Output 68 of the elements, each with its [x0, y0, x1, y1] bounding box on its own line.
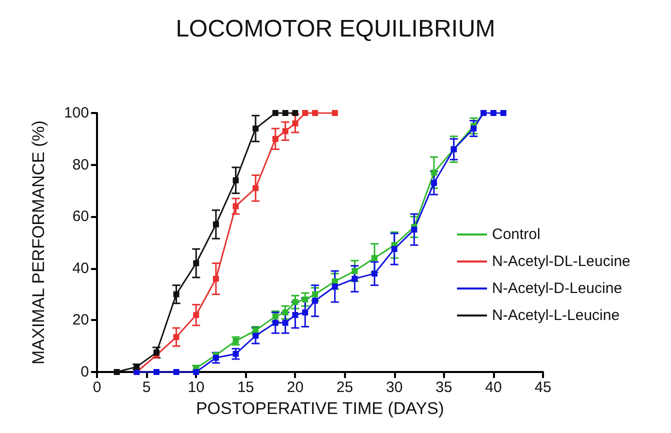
point	[430, 170, 437, 176]
x-tick-label: 15	[237, 379, 254, 396]
point	[114, 369, 120, 375]
point	[312, 298, 318, 304]
point	[302, 110, 308, 116]
point	[500, 110, 506, 116]
point	[332, 284, 338, 290]
point	[470, 126, 477, 132]
legend-label: N-Acetyl-DL-Leucine	[492, 253, 630, 270]
point	[292, 120, 298, 126]
y-tick-label: 0	[80, 364, 89, 380]
x-tick-label: 0	[92, 379, 102, 396]
chart-title: LOCOMOTOR EQUILIBRIUM	[176, 16, 496, 42]
point	[490, 110, 496, 116]
point	[302, 309, 308, 316]
point	[292, 299, 298, 306]
x-tick-label: 45	[534, 379, 552, 396]
legend-label: Control	[492, 226, 540, 243]
point	[232, 177, 239, 184]
point	[352, 276, 358, 282]
point	[153, 369, 160, 375]
x-tick-label: 25	[336, 379, 354, 396]
y-tick-label: 80	[72, 156, 89, 174]
y-tick-label: 100	[64, 104, 89, 122]
point	[193, 260, 200, 266]
x-tick-label: 30	[386, 379, 403, 396]
point	[212, 221, 219, 228]
y-tick-label: 60	[72, 208, 89, 226]
x-tick-label: 35	[436, 379, 452, 396]
point	[212, 276, 219, 282]
y-axis-title: MAXIMAL PERFORMANCE (%)	[29, 120, 48, 365]
point	[302, 296, 308, 302]
x-axis-title: POSTOPERATIVE TIME (DAYS)	[196, 398, 444, 418]
point	[282, 110, 288, 116]
point	[252, 185, 259, 192]
point	[312, 110, 318, 116]
point	[292, 110, 298, 116]
point	[312, 291, 318, 298]
x-tick-label: 40	[485, 379, 502, 396]
point	[282, 128, 288, 134]
point	[173, 369, 180, 375]
point	[193, 369, 200, 375]
point	[292, 312, 298, 318]
x-tick-label: 20	[286, 379, 304, 396]
point	[272, 136, 278, 142]
x-tick-label: 10	[188, 379, 204, 396]
point	[153, 350, 160, 356]
x-tick-label: 5	[142, 379, 151, 396]
point	[252, 126, 259, 132]
point	[232, 350, 239, 357]
point	[391, 246, 398, 252]
point	[173, 291, 180, 298]
point	[332, 110, 338, 116]
point	[372, 270, 378, 277]
point	[173, 334, 180, 340]
point	[212, 354, 219, 361]
legend-label: N-Acetyl-D-Leucine	[492, 280, 622, 297]
point	[411, 226, 418, 233]
point	[252, 332, 259, 339]
y-tick-label: 40	[72, 260, 89, 277]
point	[272, 110, 278, 116]
point	[430, 180, 437, 186]
y-tick-label: 20	[72, 312, 89, 329]
legend-label: N-Acetyl-L-Leucine	[492, 307, 620, 324]
point	[352, 268, 358, 274]
point	[232, 203, 239, 210]
point	[372, 255, 378, 262]
point	[193, 312, 200, 318]
